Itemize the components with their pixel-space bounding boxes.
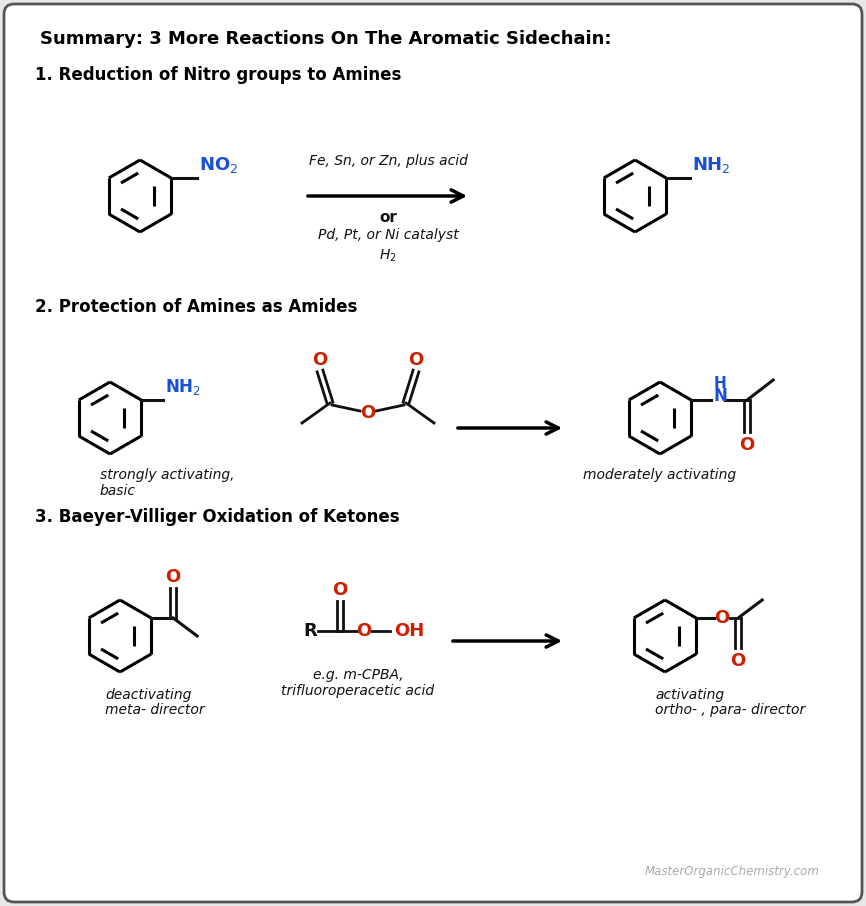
Text: NO$_2$: NO$_2$ (199, 155, 238, 175)
Text: OH: OH (394, 622, 424, 640)
Text: moderately activating: moderately activating (584, 468, 737, 482)
Text: O: O (313, 351, 327, 369)
Text: deactivating: deactivating (105, 688, 191, 702)
Text: ortho- , para- director: ortho- , para- director (655, 703, 805, 717)
Text: trifluoroperacetic acid: trifluoroperacetic acid (281, 684, 435, 698)
Text: basic: basic (100, 484, 136, 498)
Text: O: O (357, 622, 372, 640)
Text: R: R (303, 622, 317, 640)
Text: NH$_2$: NH$_2$ (692, 155, 731, 175)
Text: O: O (731, 652, 746, 670)
Text: activating: activating (655, 688, 724, 702)
Text: e.g. m-CPBA,: e.g. m-CPBA, (313, 668, 404, 682)
Text: Pd, Pt, or Ni catalyst: Pd, Pt, or Ni catalyst (318, 228, 458, 242)
Text: H: H (714, 377, 726, 391)
Text: 2. Protection of Amines as Amides: 2. Protection of Amines as Amides (35, 298, 358, 316)
Text: O: O (360, 404, 376, 422)
Text: O: O (409, 351, 423, 369)
Text: O: O (740, 436, 755, 454)
Text: meta- director: meta- director (105, 703, 204, 717)
Text: O: O (333, 581, 347, 599)
Text: Fe, Sn, or Zn, plus acid: Fe, Sn, or Zn, plus acid (308, 154, 468, 168)
Text: Summary: 3 More Reactions On The Aromatic Sidechain:: Summary: 3 More Reactions On The Aromati… (40, 30, 611, 48)
Text: or: or (379, 210, 397, 225)
Text: 3. Baeyer-Villiger Oxidation of Ketones: 3. Baeyer-Villiger Oxidation of Ketones (35, 508, 399, 526)
Text: 1. Reduction of Nitro groups to Amines: 1. Reduction of Nitro groups to Amines (35, 66, 401, 84)
Text: H$_2$: H$_2$ (379, 248, 397, 265)
Text: NH$_2$: NH$_2$ (165, 377, 201, 397)
Text: O: O (165, 568, 181, 586)
Text: O: O (714, 609, 730, 627)
Text: strongly activating,: strongly activating, (100, 468, 235, 482)
Text: N: N (714, 387, 727, 405)
FancyBboxPatch shape (4, 4, 862, 902)
Text: MasterOrganicChemistry.com: MasterOrganicChemistry.com (645, 865, 820, 878)
